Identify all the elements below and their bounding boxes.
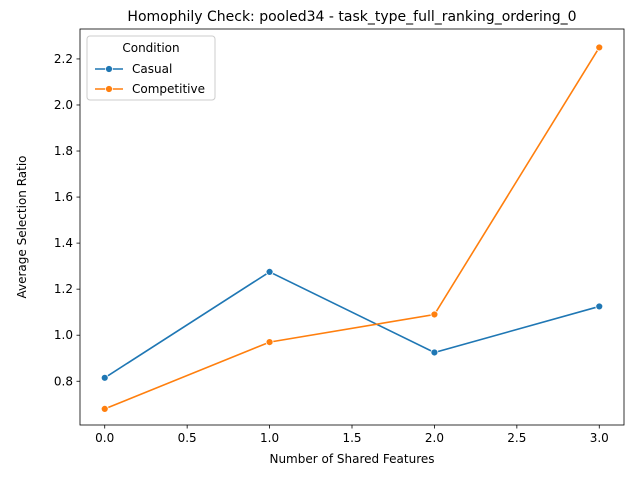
data-point bbox=[595, 43, 604, 52]
y-tick-label: 1.2 bbox=[54, 282, 73, 296]
data-point bbox=[265, 338, 274, 347]
series-competitive bbox=[100, 43, 604, 413]
y-axis-label: Average Selection Ratio bbox=[15, 155, 29, 298]
legend-label: Competitive bbox=[132, 82, 205, 96]
x-tick-label: 1.0 bbox=[260, 431, 279, 445]
legend-item: Competitive bbox=[95, 82, 205, 96]
x-axis-label: Number of Shared Features bbox=[269, 452, 434, 466]
x-tick-label: 0.0 bbox=[95, 431, 114, 445]
legend-marker bbox=[105, 65, 113, 73]
y-tick-label: 0.8 bbox=[54, 374, 73, 388]
x-tick-label: 3.0 bbox=[590, 431, 609, 445]
x-tick-label: 2.5 bbox=[507, 431, 526, 445]
series-line bbox=[104, 270, 600, 379]
y-tick-label: 2.2 bbox=[54, 52, 73, 66]
legend-marker bbox=[105, 85, 113, 93]
legend: Condition Casual Competitive bbox=[86, 35, 216, 101]
y-tick-label: 1.8 bbox=[54, 144, 73, 158]
legend-box bbox=[86, 35, 216, 101]
data-point bbox=[100, 404, 109, 413]
legend-label: Casual bbox=[132, 62, 172, 76]
y-tick-label: 1.6 bbox=[54, 190, 73, 204]
y-tick-label: 1.0 bbox=[54, 328, 73, 342]
series-layer bbox=[100, 43, 604, 413]
data-point bbox=[265, 267, 274, 276]
data-point bbox=[430, 310, 439, 319]
data-point bbox=[430, 348, 439, 357]
series-casual bbox=[100, 267, 604, 382]
y-axis: 0.8 1.0 1.2 1.4 1.6 1.8 2.0 2.2 bbox=[54, 52, 80, 388]
x-axis: 0.0 0.5 1.0 1.5 2.0 2.5 3.0 bbox=[95, 425, 609, 445]
x-tick-label: 1.5 bbox=[342, 431, 361, 445]
x-tick-label: 0.5 bbox=[178, 431, 197, 445]
y-tick-label: 1.4 bbox=[54, 236, 73, 250]
data-point bbox=[595, 302, 604, 311]
chart-title: Homophily Check: pooled34 - task_type_fu… bbox=[127, 9, 576, 25]
legend-title: Condition bbox=[122, 41, 179, 55]
y-tick-label: 2.0 bbox=[54, 98, 73, 112]
legend-item: Casual bbox=[95, 62, 172, 76]
series-line bbox=[104, 46, 600, 410]
x-tick-label: 2.0 bbox=[425, 431, 444, 445]
data-point bbox=[100, 373, 109, 382]
